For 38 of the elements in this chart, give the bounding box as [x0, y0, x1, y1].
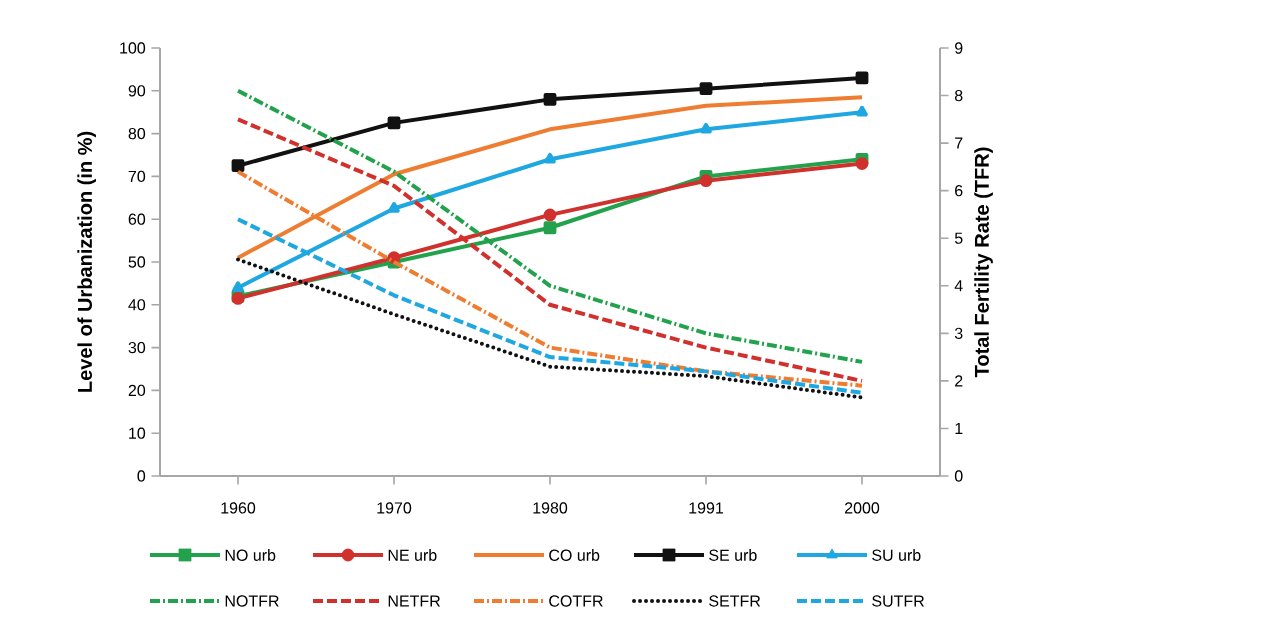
y2-tick-label: 5	[954, 232, 963, 244]
y-tick-label: 90	[128, 85, 146, 97]
y2-tick-label: 1	[955, 422, 963, 434]
legend-label: SUTFR	[872, 595, 925, 607]
y-tick-label: 40	[128, 299, 146, 311]
y2-tick-label: 2	[955, 375, 963, 387]
x-tick-label: 1960	[221, 502, 256, 514]
y2-tick-label: 9	[955, 42, 963, 54]
y2-tick-label: 0	[954, 470, 963, 482]
y-tick-label: 10	[129, 427, 146, 439]
x-tick-label: 1991	[689, 502, 724, 514]
x-tick-label: 1980	[533, 502, 568, 514]
legend-label: SE urb	[709, 549, 757, 561]
x-tick-label: 1970	[377, 502, 412, 514]
legend-label: CO urb	[549, 549, 600, 561]
y2-axis-title: Total Fertility Rate (TFR)	[974, 147, 993, 378]
y-axis-title: Level of Urbanization (in %)	[77, 131, 96, 392]
y2-tick-label: 6	[955, 185, 963, 197]
legend-label: NO urb	[225, 549, 276, 561]
legend-label: SETFR	[709, 595, 761, 607]
y2-tick-label: 3	[954, 327, 963, 339]
y2-tick-label: 8	[954, 89, 963, 102]
legend-label: NE urb	[388, 549, 437, 561]
legend-label: NOTFR	[225, 595, 279, 607]
legend-label: NETFR	[388, 595, 440, 607]
y-tick-label: 20	[128, 384, 146, 397]
legend-label: COTFR	[549, 595, 603, 607]
legend-label: SU urb	[872, 549, 921, 561]
y-tick-label: 0	[137, 470, 146, 482]
y-tick-label: 100	[120, 42, 146, 54]
y2-tick-label: 4	[954, 280, 963, 292]
y-tick-label: 70	[128, 170, 146, 183]
y-tick-label: 30	[128, 341, 146, 354]
y2-tick-label: 7	[955, 137, 963, 149]
x-tick-label: 2000	[845, 502, 880, 514]
y-tick-label: 60	[128, 213, 146, 225]
y-tick-label: 50	[128, 256, 146, 268]
y-tick-label: 80	[128, 127, 146, 140]
